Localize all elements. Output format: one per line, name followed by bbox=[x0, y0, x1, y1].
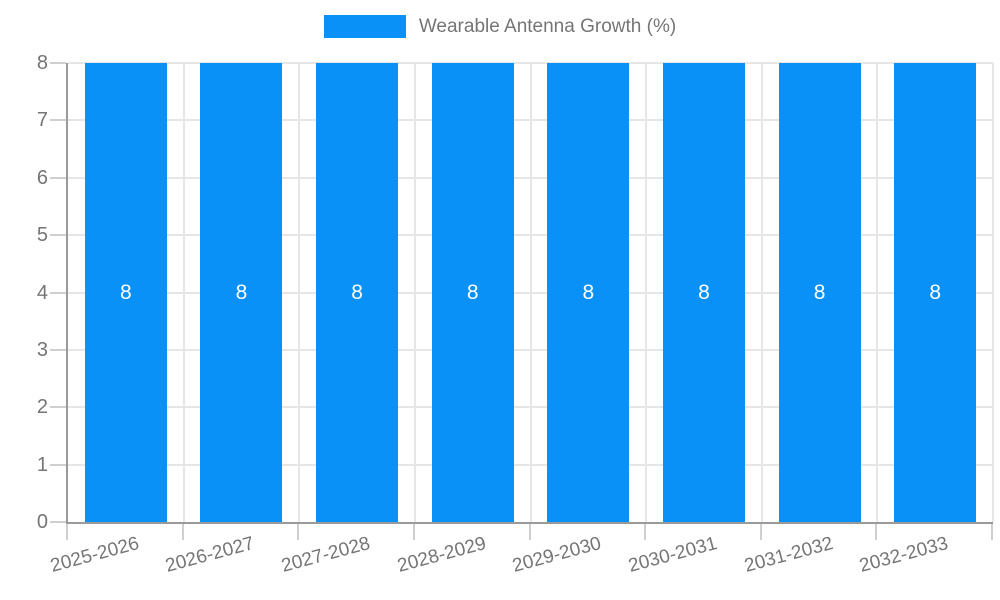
bar[interactable]: 8 bbox=[778, 63, 861, 522]
bar[interactable]: 8 bbox=[547, 63, 630, 522]
y-axis-label: 6 bbox=[36, 166, 48, 189]
gridline-vertical bbox=[182, 63, 185, 522]
y-axis-tick bbox=[50, 234, 66, 237]
bar-value-label: 8 bbox=[929, 280, 942, 304]
y-axis-tick bbox=[50, 521, 66, 523]
y-axis-tick bbox=[50, 348, 66, 351]
y-axis-label: 5 bbox=[36, 224, 48, 247]
gridline-vertical bbox=[992, 63, 994, 522]
y-axis-tick bbox=[50, 62, 66, 64]
bar-value-label: 8 bbox=[698, 280, 710, 304]
x-axis-tick bbox=[759, 524, 762, 540]
bar[interactable]: 8 bbox=[200, 63, 283, 522]
y-axis-label: 3 bbox=[36, 338, 48, 361]
legend-swatch[interactable] bbox=[323, 15, 406, 38]
x-axis-tick bbox=[181, 524, 184, 540]
y-axis-label: 0 bbox=[36, 511, 48, 533]
x-axis-tick bbox=[66, 524, 68, 540]
plot-area: 8 8 8 8 8 8 8 8 bbox=[66, 62, 994, 524]
y-axis-tick bbox=[50, 119, 66, 122]
gridline-vertical bbox=[413, 63, 416, 522]
y-axis-label: 8 bbox=[36, 52, 48, 74]
y-axis-tick bbox=[50, 291, 66, 294]
gridline-vertical bbox=[529, 63, 532, 522]
y-axis-tick bbox=[50, 176, 66, 179]
x-axis-tick bbox=[297, 524, 300, 540]
x-axis-tick bbox=[875, 524, 878, 540]
bar-value-label: 8 bbox=[466, 280, 479, 304]
bar-value-label: 8 bbox=[813, 280, 826, 304]
x-axis-tick bbox=[991, 524, 993, 540]
bar[interactable]: 8 bbox=[84, 63, 167, 522]
bar[interactable]: 8 bbox=[316, 63, 399, 522]
bar-value-label: 8 bbox=[119, 280, 132, 304]
bar-value-label: 8 bbox=[582, 280, 595, 304]
y-axis-tick bbox=[50, 463, 66, 466]
gridline-vertical bbox=[876, 63, 879, 522]
gridline-vertical bbox=[298, 63, 301, 522]
gridline-vertical bbox=[645, 63, 648, 522]
x-axis-tick bbox=[412, 524, 415, 540]
bar-value-label: 8 bbox=[351, 280, 363, 304]
bar[interactable]: 8 bbox=[894, 63, 977, 522]
legend-label: Wearable Antenna Growth (%) bbox=[418, 15, 677, 37]
bar-value-label: 8 bbox=[235, 280, 248, 304]
y-axis-label: 1 bbox=[36, 453, 48, 476]
bar[interactable]: 8 bbox=[662, 63, 745, 522]
y-axis-label: 7 bbox=[36, 109, 48, 132]
bar[interactable]: 8 bbox=[431, 63, 514, 522]
y-axis-label: 2 bbox=[36, 396, 48, 419]
x-axis-tick bbox=[528, 524, 531, 540]
x-axis-tick bbox=[644, 524, 647, 540]
gridline-vertical bbox=[760, 63, 763, 522]
y-axis-tick bbox=[50, 406, 66, 409]
legend[interactable]: Wearable Antenna Growth (%) bbox=[0, 15, 1000, 38]
y-axis-label: 4 bbox=[36, 281, 48, 304]
